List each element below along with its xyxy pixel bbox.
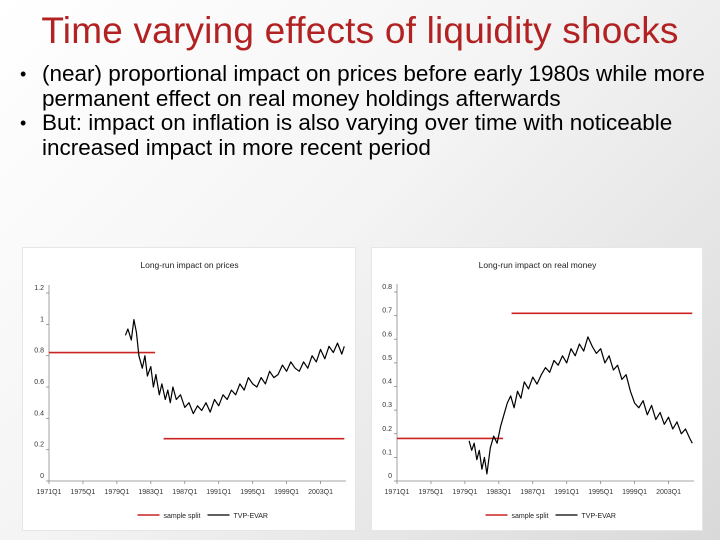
legend-tvp-evar-label: TVP-EVAR	[234, 513, 269, 520]
chart-real-money: Long-run impact on real money 0 0.1 0.2 0.3 0…	[382, 260, 694, 520]
chart-title: Long-run impact on prices	[140, 260, 238, 270]
x-tick-label: 1979Q1	[452, 489, 477, 496]
y-tick-label: 0.2	[382, 426, 392, 433]
y-tick-label: 0.7	[382, 308, 392, 315]
series-tvp-evar-line	[468, 336, 693, 475]
x-tick-label: 1979Q1	[104, 489, 129, 496]
bullet-dot-icon: •	[20, 64, 27, 84]
y-tick-label: 0	[388, 473, 392, 480]
series-tvp-evar-line	[124, 318, 345, 415]
slide-title: Time varying effects of liquidity shocks	[41, 10, 679, 51]
y-tick-label: 0.1	[382, 449, 392, 456]
x-tick-label: 1971Q1	[385, 489, 410, 496]
x-tick-label: 1995Q1	[240, 489, 265, 496]
y-tick-label: 0.5	[382, 355, 392, 362]
y-tick-label: 0.6	[382, 331, 392, 338]
x-tick-label: 1983Q1	[486, 489, 511, 496]
x-tick-label: 1995Q1	[588, 489, 613, 496]
x-tick-label: 1975Q1	[418, 489, 443, 496]
legend-sample-split-label: sample split	[164, 513, 201, 520]
chart-prices: Long-run impact on prices 0 0.2 0.4 0.6 0.8 1 1…	[34, 260, 346, 520]
legend-tvp-evar-label: TVP-EVAR	[582, 513, 617, 520]
chart-title: Long-run impact on real money	[479, 260, 597, 270]
x-tick-label: 1999Q1	[274, 489, 299, 496]
x-tick-label: 1971Q1	[37, 489, 62, 496]
y-tick-label: 0	[40, 473, 44, 480]
x-tick-label: 2003Q1	[656, 489, 681, 496]
bullet-item: • But: impact on inflation is also varyi…	[18, 110, 718, 160]
bullet-text: But: impact on inflation is also varying…	[42, 110, 673, 160]
bullet-text: (near) proportional impact on prices bef…	[42, 61, 705, 111]
x-tick-label: 1983Q1	[138, 489, 163, 496]
y-tick-label: 1	[40, 316, 44, 323]
x-tick-label: 2003Q1	[308, 489, 333, 496]
bullet-list: • (near) proportional impact on prices b…	[18, 61, 718, 160]
bullet-dot-icon: •	[20, 113, 27, 133]
y-tick-label: 0.2	[34, 442, 44, 449]
y-tick-label: 0.4	[34, 410, 44, 417]
x-tick-label: 1987Q1	[172, 489, 197, 496]
y-tick-label: 0.3	[382, 402, 392, 409]
x-tick-label: 1987Q1	[520, 489, 545, 496]
chart-panel-real-money: Long-run impact on real money 0 0.1 0.2 0.3 0…	[372, 248, 702, 530]
y-tick-label: 0.4	[382, 379, 392, 386]
x-tick-label: 1991Q1	[206, 489, 231, 496]
bullet-item: • (near) proportional impact on prices b…	[18, 61, 718, 111]
y-tick-label: 0.8	[382, 284, 392, 291]
y-tick-label: 1.2	[34, 285, 44, 292]
chart-panel-prices: Long-run impact on prices 0 0.2 0.4 0.6 0.8 1 1…	[23, 248, 355, 530]
y-tick-label: 0.6	[34, 379, 44, 386]
legend-sample-split-label: sample split	[512, 513, 549, 520]
y-tick-label: 0.8	[34, 348, 44, 355]
x-tick-label: 1999Q1	[622, 489, 647, 496]
x-tick-label: 1975Q1	[70, 489, 95, 496]
x-tick-label: 1991Q1	[554, 489, 579, 496]
